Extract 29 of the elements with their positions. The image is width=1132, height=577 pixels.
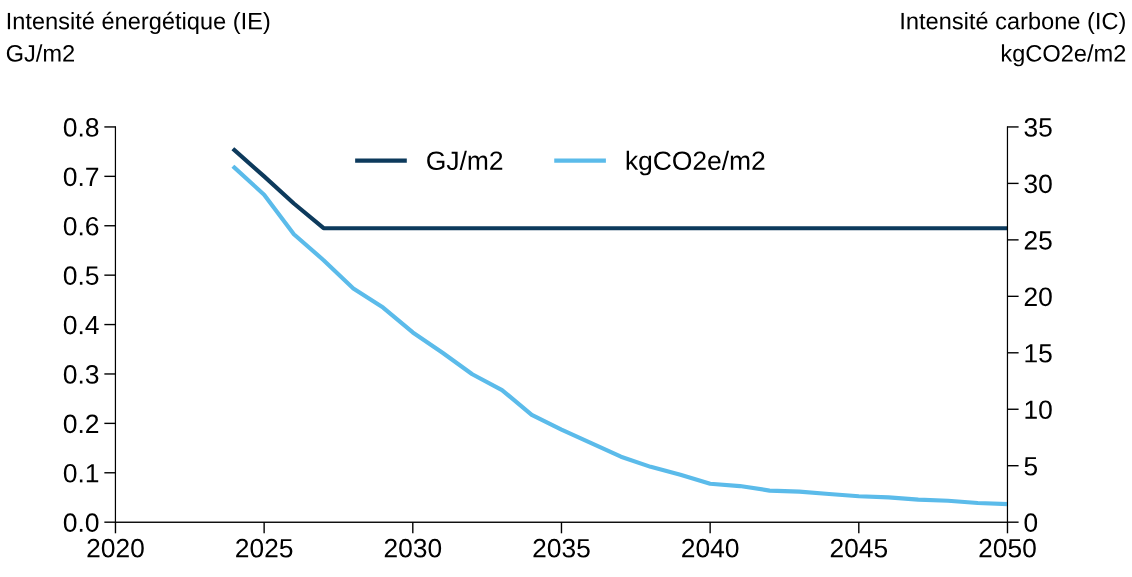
line-series <box>232 148 1008 231</box>
x-tick-label: 2030 <box>384 538 442 558</box>
y2-tick-label: 25 <box>1024 231 1052 250</box>
y2-tick-label: 15 <box>1025 344 1052 363</box>
y-tick-label: 0.1 <box>63 463 99 483</box>
y-tick-label: 0.6 <box>63 216 99 236</box>
y-tick-label: 0.4 <box>63 315 99 335</box>
y-tick-label: 0.0 <box>63 513 99 533</box>
y2-tick-label: 10 <box>1025 400 1052 420</box>
y-tick-label: 0.7 <box>63 167 99 187</box>
y2-axis-title: Intensité carbone (IC) kgCO2e/m2 <box>901 11 1126 67</box>
x-tick-label: 2045 <box>830 538 888 558</box>
y2-tick-label: 5 <box>1024 457 1038 476</box>
legend-label: GJ/m2 <box>427 150 503 171</box>
y-axis-title: Intensité énergétique (IE) GJ/m2 <box>6 11 270 62</box>
y-tick-label: 0.3 <box>63 365 99 384</box>
x-tick-label: 2020 <box>87 538 144 558</box>
y2-tick-label: 35 <box>1024 118 1052 137</box>
y-tick-label: 0.2 <box>63 414 99 434</box>
y2-tick-label: 20 <box>1024 287 1052 307</box>
x-tick-label: 2040 <box>682 538 739 558</box>
y-tick-label: 0.8 <box>63 118 99 137</box>
y-tick-label: 0.5 <box>63 266 99 285</box>
x-tick-label: 2035 <box>533 538 590 558</box>
legend-label: kgCO2e/m2 <box>626 150 765 176</box>
x-tick-label: 2050 <box>979 538 1036 558</box>
x-tick-label: 2025 <box>236 538 293 558</box>
y2-tick-label: 0 <box>1024 513 1038 533</box>
y2-tick-label: 30 <box>1024 174 1052 194</box>
